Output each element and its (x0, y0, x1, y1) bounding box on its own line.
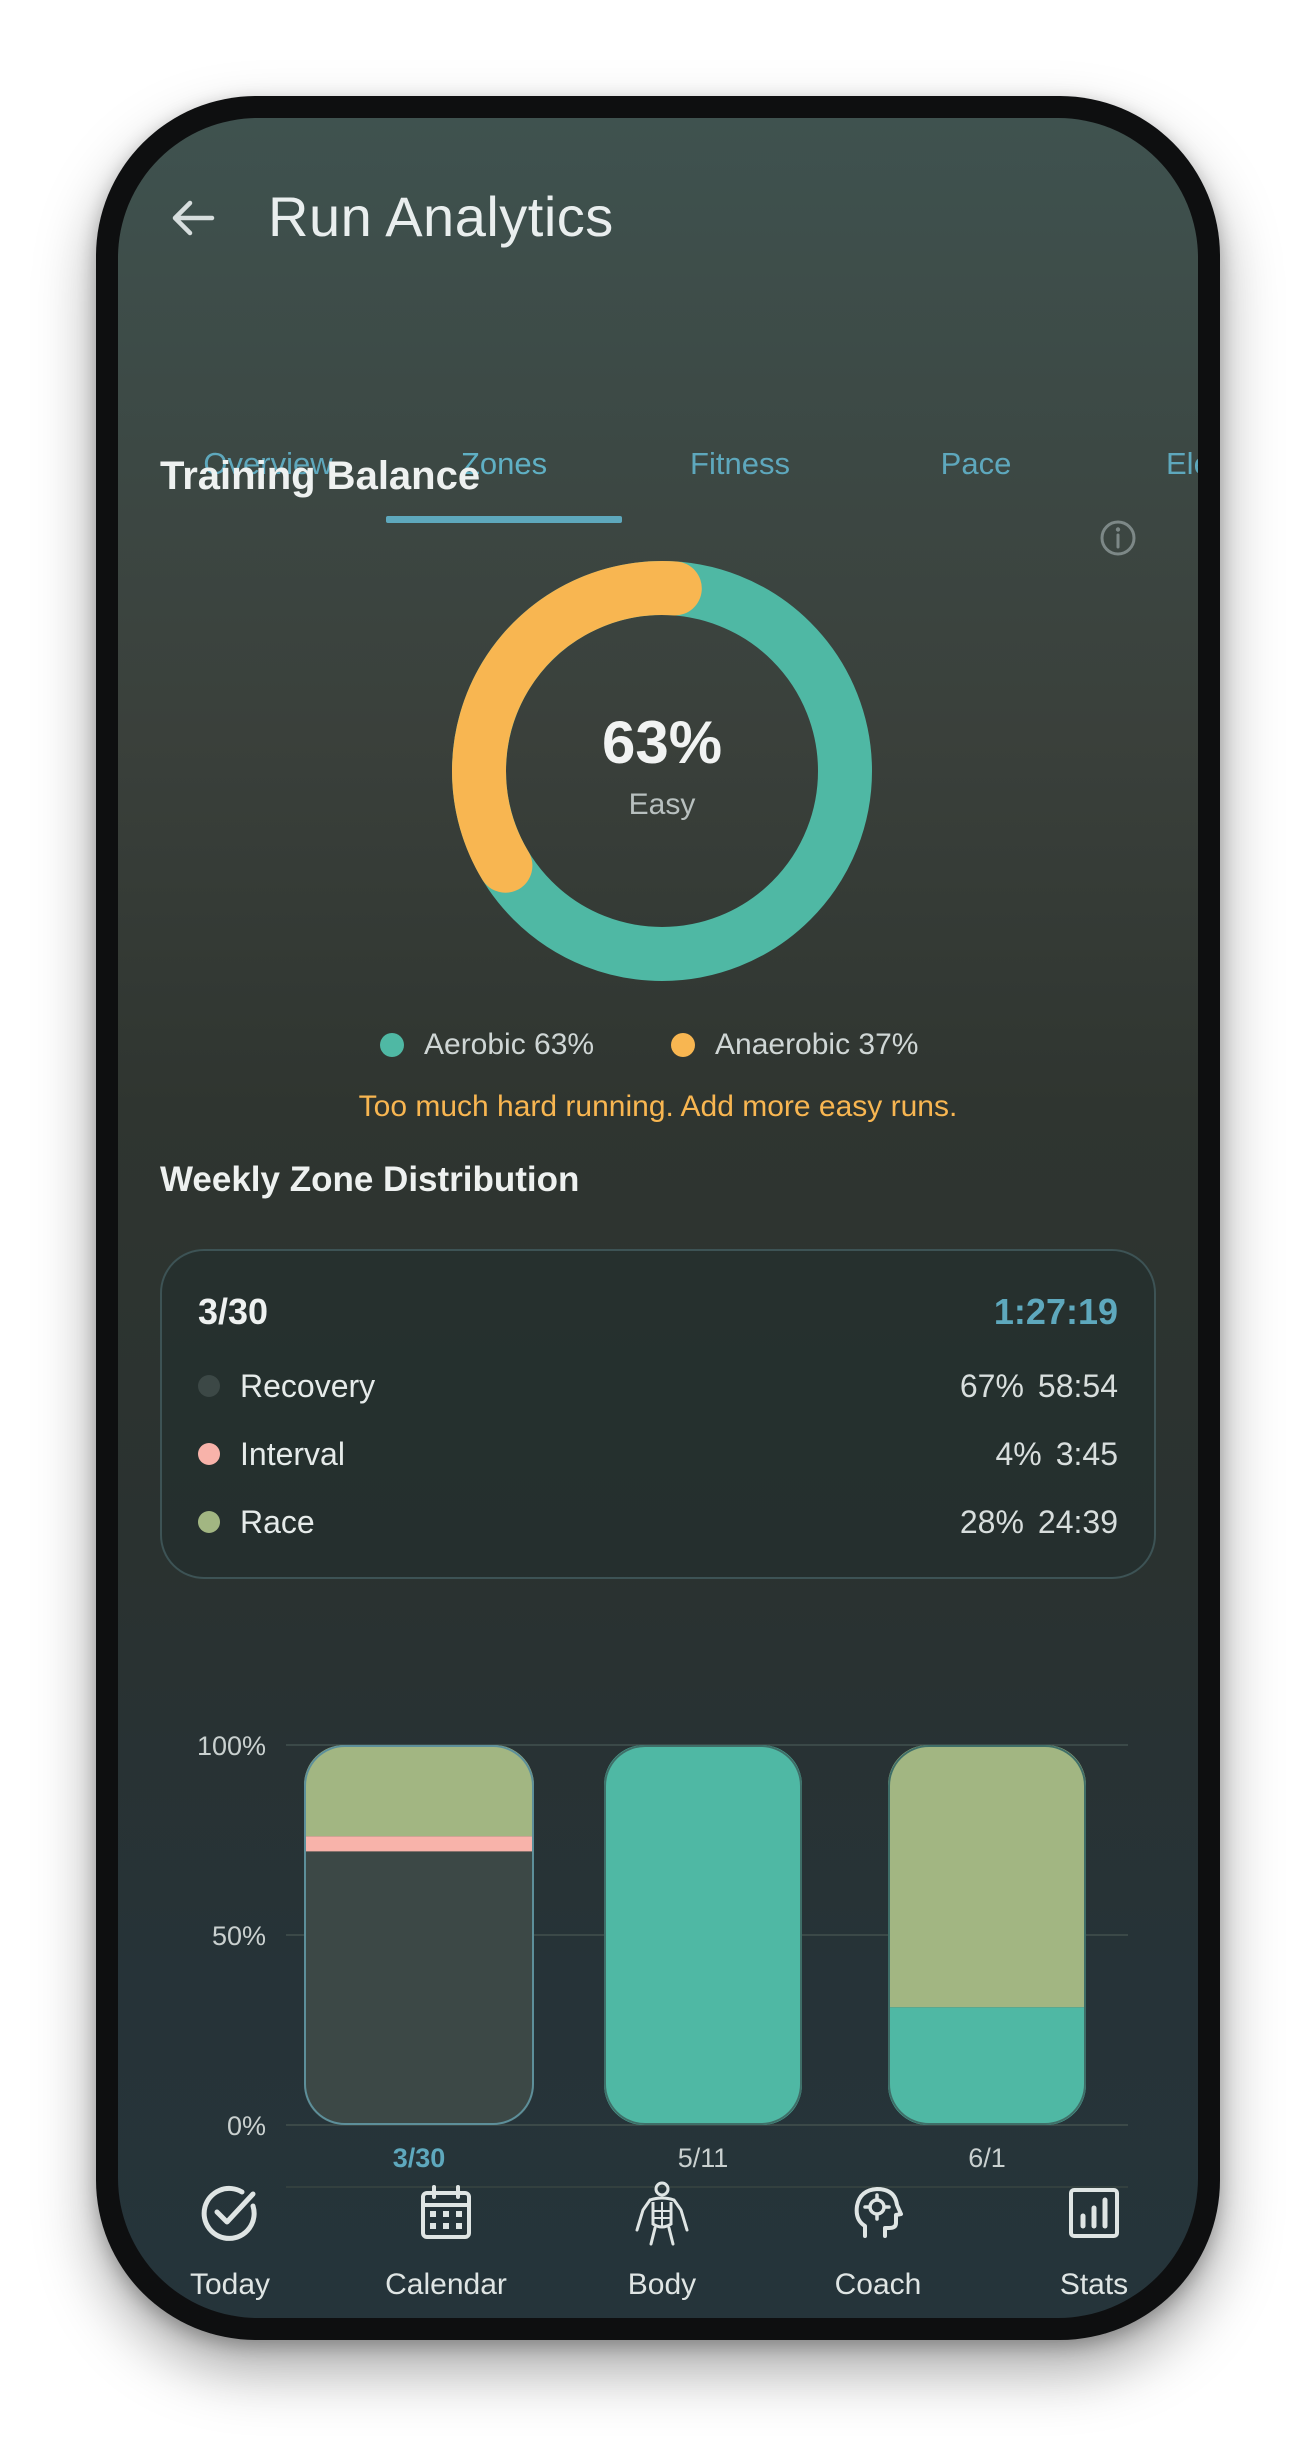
zone-row-interval: Interval 4% 3:45 (198, 1434, 1118, 1474)
donut-center-label: Easy (628, 788, 696, 821)
race-dot (198, 1511, 220, 1533)
training-balance-title: Training Balance (160, 454, 481, 498)
zone-row-race: Race 28% 24:39 (198, 1502, 1118, 1542)
bar-outline (888, 1745, 1086, 2125)
zone-pct: 28% (959, 1503, 1024, 1540)
nav-calendar-label: Calendar (385, 2268, 507, 2301)
training-balance-donut (452, 561, 872, 981)
legend-aerobic: Aerobic 63% (380, 1028, 594, 1062)
interval-dot (198, 1443, 220, 1465)
card-total-time: 1:27:19 (993, 1291, 1118, 1332)
legend-aerobic-label: Aerobic 63% (424, 1028, 595, 1061)
coach-head-icon (854, 2187, 903, 2238)
tab-fitness[interactable]: Fitness (690, 446, 790, 481)
tab-zones[interactable]: Zones (460, 446, 548, 481)
y-tick-label: 50% (212, 1921, 266, 1951)
app-screen: Run Analytics Overview Zones Fitness Pac… (118, 118, 1198, 2318)
zone-time: 24:39 (1037, 1503, 1118, 1540)
x-tick-label: 3/30 (393, 2143, 446, 2173)
bar-outline (304, 1745, 534, 2125)
check-circle-icon (201, 2185, 257, 2241)
body-muscle-icon (635, 2181, 689, 2246)
tab-overview[interactable]: Overview (203, 446, 333, 481)
nav-coach-label: Coach (834, 2268, 922, 2301)
bottom-nav: Today Calendar (118, 2178, 1198, 2318)
legend-anaerobic: Anaerobic 37% (671, 1028, 918, 1062)
nav-coach[interactable]: Coach (778, 2178, 978, 2302)
bar-segment-easy (888, 2007, 1086, 2125)
x-tick-label: 5/11 (678, 2143, 729, 2173)
legend-anaerobic-label: Anaerobic 37% (715, 1028, 919, 1061)
back-arrow-icon[interactable] (168, 193, 218, 243)
tab-bar: Overview Zones Fitness Pace Elev (118, 418, 1198, 538)
bar-outline (604, 1745, 802, 2125)
nav-body[interactable]: Body (562, 2178, 762, 2302)
nav-calendar[interactable]: Calendar (346, 2178, 546, 2302)
legend-aerobic-dot (380, 1033, 404, 1057)
bar-chart-icon (1069, 2188, 1119, 2238)
nav-body-label: Body (627, 2268, 697, 2301)
donut-legend: Aerobic 63% Anaerobic 37% (118, 1028, 1198, 1068)
zone-name: Race (240, 1503, 315, 1540)
training-warning: Too much hard running. Add more easy run… (358, 1090, 958, 1123)
zone-row-recovery: Recovery 67% 58:54 (198, 1366, 1118, 1406)
nav-stats[interactable]: Stats (994, 2178, 1194, 2302)
zone-time: 3:45 (1055, 1435, 1118, 1472)
legend-anaerobic-dot (671, 1033, 695, 1057)
tab-pace[interactable]: Pace (940, 446, 1012, 481)
recovery-dot (198, 1375, 220, 1397)
nav-today[interactable]: Today (130, 2178, 330, 2302)
bar-segment-race (304, 1745, 534, 1837)
page-title: Run Analytics (268, 185, 614, 248)
nav-today-label: Today (189, 2268, 271, 2301)
anaerobic-arc (452, 561, 702, 893)
y-tick-label: 0% (227, 2111, 266, 2141)
zone-name: Interval (240, 1435, 345, 1472)
weekly-zone-title: Weekly Zone Distribution (160, 1160, 580, 1199)
bar-segment-race (888, 1745, 1086, 2008)
y-tick-label: 100% (197, 1731, 266, 1761)
calendar-icon (421, 2185, 471, 2239)
bar-segment-interval (304, 1836, 534, 1852)
weekly-zone-chart: 0% 50% 100% 3/30 5/11 6/1 (197, 1731, 1128, 2188)
nav-stats-label: Stats (1059, 2268, 1129, 2301)
phone-frame: Run Analytics Overview Zones Fitness Pac… (96, 96, 1220, 2340)
tab-elevation[interactable]: Elev (1166, 446, 1198, 481)
card-date: 3/30 (198, 1291, 269, 1332)
x-tick-label: 6/1 (968, 2143, 1006, 2173)
zone-pct: 4% (995, 1435, 1042, 1472)
zone-pct: 67% (959, 1367, 1024, 1404)
week-summary-card: 3/30 1:27:19 Recovery 67% 58:54 Interval… (160, 1249, 1156, 1579)
zone-time: 58:54 (1037, 1367, 1118, 1404)
zone-name: Recovery (240, 1367, 376, 1404)
active-tab-indicator (386, 516, 622, 523)
bar-segment-easy (604, 1745, 802, 2125)
bar-segment-recovery (304, 1851, 534, 2125)
donut-center-value: 63% (601, 709, 723, 776)
info-icon[interactable] (1098, 518, 1138, 558)
